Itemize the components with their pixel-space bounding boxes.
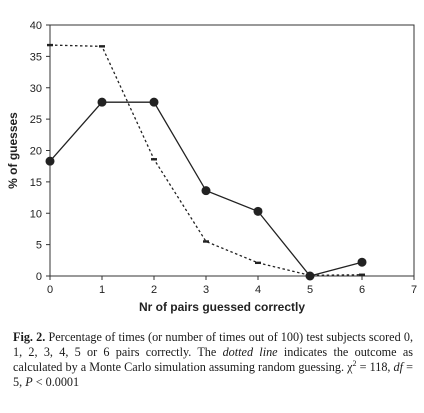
x-tick-label: 7	[411, 284, 417, 296]
y-tick-label: 30	[30, 83, 42, 95]
chart-svg: 0 1 2 3 4 5 6 7 0 5 10 15 20 25 30 35 40 Nr of pairs gue…	[6, 20, 417, 314]
caption-label: Fig. 2.	[13, 330, 46, 344]
y-tick-label: 35	[30, 51, 42, 63]
y-tick-label: 15	[30, 177, 42, 189]
ticks: 0 1 2 3 4 5 6 7 0 5 10 15 20 25 30 35 40	[30, 20, 417, 296]
observed-point	[149, 97, 159, 107]
y-tick-label: 40	[30, 20, 42, 32]
y-tick-label: 5	[36, 240, 42, 252]
caption-text-4: = 5,	[13, 360, 413, 389]
simulation-point	[151, 158, 157, 161]
plot-frame	[49, 24, 415, 277]
y-tick-label: 20	[30, 146, 42, 158]
x-tick-label: 4	[255, 284, 261, 296]
caption-superscript: 2	[352, 358, 357, 368]
x-tick-label: 1	[99, 284, 105, 296]
observed-point	[97, 97, 107, 107]
x-tick-label: 0	[47, 284, 53, 296]
simulation-point	[99, 45, 105, 48]
observed-point	[253, 206, 263, 216]
caption-italic-p: P	[25, 375, 33, 389]
x-axis-title: Nr of pairs guessed correctly	[139, 300, 305, 314]
y-axis-title: % of guesses	[6, 112, 20, 189]
simulation-point	[203, 240, 209, 243]
caption-text-1: Percentage of times (or number of times …	[13, 330, 413, 359]
chart: 0 1 2 3 4 5 6 7 0 5 10 15 20 25 30 35 40 Nr of pairs gue…	[6, 20, 417, 314]
x-tick-label: 2	[151, 284, 157, 296]
simulation-point	[47, 43, 53, 47]
simulation-point	[359, 273, 365, 276]
observed-point	[201, 186, 211, 196]
x-tick-label: 6	[359, 284, 365, 296]
caption-italic-df: df	[393, 360, 404, 374]
simulation-point	[255, 261, 261, 265]
caption-text-5: < 0.0001	[32, 375, 80, 389]
axes	[49, 24, 415, 277]
y-tick-label: 0	[36, 271, 42, 283]
x-tick-label: 3	[203, 284, 209, 296]
x-tick-label: 5	[307, 284, 313, 296]
caption-italic-dotted-line: dotted line	[222, 345, 278, 359]
simulation-point	[307, 274, 313, 277]
caption-text-3: = 118,	[356, 360, 394, 374]
y-tick-label: 10	[30, 208, 42, 220]
y-tick-label: 25	[30, 114, 42, 126]
observed-point	[357, 257, 367, 267]
series-layer	[45, 43, 367, 281]
caption-text-2: indicates the outcome as calculated by a…	[13, 345, 413, 374]
figure-caption: Fig. 2. Percentage of times (or number o…	[13, 330, 413, 390]
observed-point	[45, 156, 55, 166]
